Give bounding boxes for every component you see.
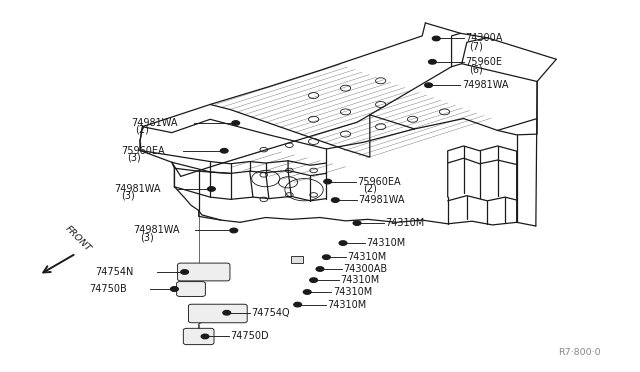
Text: (6): (6) [468, 65, 483, 75]
Text: (3): (3) [140, 232, 154, 242]
Text: 74310M: 74310M [328, 299, 367, 310]
Text: 74981WA: 74981WA [462, 80, 508, 90]
Circle shape [353, 221, 361, 225]
Text: 74981WA: 74981WA [115, 184, 161, 194]
Text: 75960EA: 75960EA [357, 177, 401, 186]
Text: 74310M: 74310M [333, 287, 372, 297]
Circle shape [303, 290, 311, 294]
Bar [291, 256, 303, 263]
Circle shape [294, 302, 301, 307]
Text: 74750B: 74750B [89, 284, 127, 294]
Circle shape [171, 287, 178, 291]
FancyBboxPatch shape [177, 282, 205, 296]
FancyBboxPatch shape [188, 304, 247, 323]
Circle shape [220, 148, 228, 153]
Circle shape [324, 179, 332, 184]
Circle shape [323, 255, 330, 259]
Circle shape [429, 60, 436, 64]
Text: 74750D: 74750D [230, 331, 269, 341]
Text: R7·800·0: R7·800·0 [558, 347, 601, 356]
Circle shape [316, 267, 324, 271]
Text: 74300AB: 74300AB [344, 264, 388, 274]
Text: (2): (2) [364, 183, 378, 193]
Text: 74754Q: 74754Q [251, 308, 290, 318]
Circle shape [232, 121, 239, 125]
Text: 75960EA: 75960EA [121, 146, 164, 156]
Text: 74981WA: 74981WA [358, 195, 405, 205]
Circle shape [230, 228, 237, 233]
Text: 74981WA: 74981WA [134, 225, 180, 235]
Text: 74310M: 74310M [348, 252, 387, 262]
Circle shape [433, 36, 440, 41]
FancyBboxPatch shape [183, 328, 214, 344]
Text: FRONT: FRONT [63, 224, 93, 253]
Circle shape [332, 198, 339, 202]
Circle shape [339, 241, 347, 245]
Circle shape [223, 311, 230, 315]
Text: 74981WA: 74981WA [132, 118, 178, 128]
Text: 74754N: 74754N [95, 267, 134, 277]
Text: 75960E: 75960E [466, 57, 502, 67]
Text: 74300A: 74300A [466, 33, 503, 44]
Text: (3): (3) [121, 190, 134, 201]
Text: (2): (2) [135, 125, 148, 135]
Text: (7): (7) [468, 42, 483, 52]
Text: 74310M: 74310M [385, 218, 424, 228]
FancyBboxPatch shape [177, 263, 230, 281]
Circle shape [425, 83, 433, 87]
Text: 74310M: 74310M [366, 238, 405, 248]
Circle shape [201, 334, 209, 339]
Circle shape [171, 287, 178, 291]
Circle shape [310, 278, 317, 282]
Text: 74310M: 74310M [340, 275, 380, 285]
Circle shape [180, 270, 188, 274]
Circle shape [207, 187, 215, 191]
Text: (3): (3) [127, 153, 141, 163]
